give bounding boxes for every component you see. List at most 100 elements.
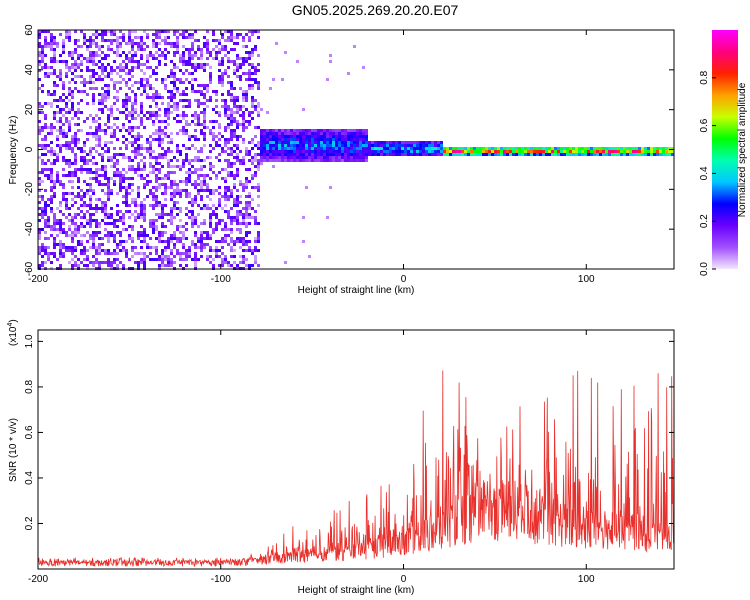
spectrogram-cell <box>602 150 605 153</box>
spectrogram-cell <box>188 63 191 66</box>
spectrogram-cell <box>335 156 338 159</box>
spectrogram-cell <box>398 150 401 153</box>
spectrogram-cell <box>89 201 92 204</box>
spectrogram-cell <box>161 30 164 33</box>
spectrogram-cell <box>197 63 200 66</box>
spectrogram-cell <box>257 54 260 57</box>
spectrogram-cell <box>122 264 125 267</box>
spectrogram-cell <box>206 39 209 42</box>
spectrogram-cell <box>254 108 257 111</box>
spectrogram-cell <box>281 138 284 141</box>
spectrogram-cell <box>245 45 248 48</box>
spectrogram-cell <box>230 48 233 51</box>
spectrogram-cell <box>65 135 68 138</box>
spectrogram-cell <box>563 150 566 153</box>
spectrogram-cell <box>341 147 344 150</box>
spectrogram-cell <box>251 84 254 87</box>
spectrogram-cell <box>188 195 191 198</box>
spectrogram-cell <box>269 156 272 159</box>
spectrogram-cell <box>191 48 194 51</box>
spectrogram-cell <box>353 132 356 135</box>
spectrogram-cell <box>245 177 248 180</box>
spectrogram-cell <box>245 231 248 234</box>
spectrogram-cell <box>38 189 41 192</box>
spectrogram-cell <box>212 126 215 129</box>
spectrogram-cell <box>125 81 128 84</box>
spectrogram-cell <box>227 264 230 267</box>
spectrogram-cell <box>239 108 242 111</box>
spectrogram-cell <box>86 132 89 135</box>
spectrogram-cell <box>83 90 86 93</box>
spectrogram-cell <box>239 135 242 138</box>
spectrogram-cell <box>326 144 329 147</box>
spectrogram-cell <box>125 210 128 213</box>
spectrogram-cell <box>635 147 638 150</box>
spectrogram-cell <box>134 261 137 264</box>
spectrogram-cell <box>83 195 86 198</box>
spectrogram-cell <box>170 93 173 96</box>
spectrogram-cell <box>149 153 152 156</box>
spectrogram-cell <box>47 75 50 78</box>
spectrogram-cell <box>242 63 245 66</box>
spectrogram-cell <box>242 36 245 39</box>
spectrogram-cell <box>248 87 251 90</box>
spectrogram-cell <box>350 150 353 153</box>
spectrogram-cell <box>89 219 92 222</box>
spectrogram-cell <box>155 93 158 96</box>
spectrogram-cell <box>320 132 323 135</box>
spectrogram-cell <box>227 198 230 201</box>
spectrogram-cell <box>44 174 47 177</box>
spectrogram-cell <box>83 78 86 81</box>
spectrogram-cell <box>215 174 218 177</box>
spectrogram-cell <box>92 60 95 63</box>
spectrogram-cell <box>152 204 155 207</box>
spectrogram-cell <box>143 90 146 93</box>
spectrogram-cell <box>56 84 59 87</box>
snr-plot: -200 -100 0 100 0.20.40.60.81.0 Height of s… <box>7 319 675 596</box>
spectrogram-cell <box>251 138 254 141</box>
spectrogram-cell <box>182 258 185 261</box>
spectrogram-cell <box>95 198 98 201</box>
spectrogram-cell <box>83 225 86 228</box>
spectrogram-cell <box>92 162 95 165</box>
spectrogram-cell <box>218 219 221 222</box>
spectrogram-cell <box>122 78 125 81</box>
spectrogram-cell <box>167 159 170 162</box>
spectrogram-cell <box>122 36 125 39</box>
spectrogram-cell <box>47 66 50 69</box>
spectrogram-cell <box>227 153 230 156</box>
spectrogram-cell <box>137 192 140 195</box>
spectrogram-cell <box>218 159 221 162</box>
spectrogram-cell <box>536 153 539 156</box>
spectrogram-cell <box>110 66 113 69</box>
spectrogram-cell <box>437 141 440 144</box>
spectrogram-cell <box>311 150 314 153</box>
spectrogram-cell <box>122 180 125 183</box>
spectrogram-cell <box>74 174 77 177</box>
spectrogram-cell <box>368 141 371 144</box>
spectrogram-cell <box>173 105 176 108</box>
spectrogram-cell <box>548 153 551 156</box>
spectrogram-cell <box>86 162 89 165</box>
spectrogram-cell <box>338 138 341 141</box>
spectrogram-cell <box>86 258 89 261</box>
spectrogram-cell <box>164 198 167 201</box>
spectrogram-cell <box>224 105 227 108</box>
spectrogram-cell <box>200 186 203 189</box>
spectrogram-cell <box>101 129 104 132</box>
spectrogram-cell <box>245 126 248 129</box>
spectrogram-y-tick-label: 0 <box>24 146 35 152</box>
spectrogram-cell <box>170 69 173 72</box>
spectrogram-cell <box>269 129 272 132</box>
spectrogram-cell <box>107 96 110 99</box>
spectrogram-cell <box>500 150 503 153</box>
spectrogram-cell <box>38 252 41 255</box>
spectrogram-cell <box>593 147 596 150</box>
spectrogram-cell <box>197 246 200 249</box>
spectrogram-cell <box>158 255 161 258</box>
spectrogram-cell <box>200 255 203 258</box>
spectrogram-cell <box>182 159 185 162</box>
spectrogram-cell <box>131 141 134 144</box>
spectrogram-cell <box>176 213 179 216</box>
